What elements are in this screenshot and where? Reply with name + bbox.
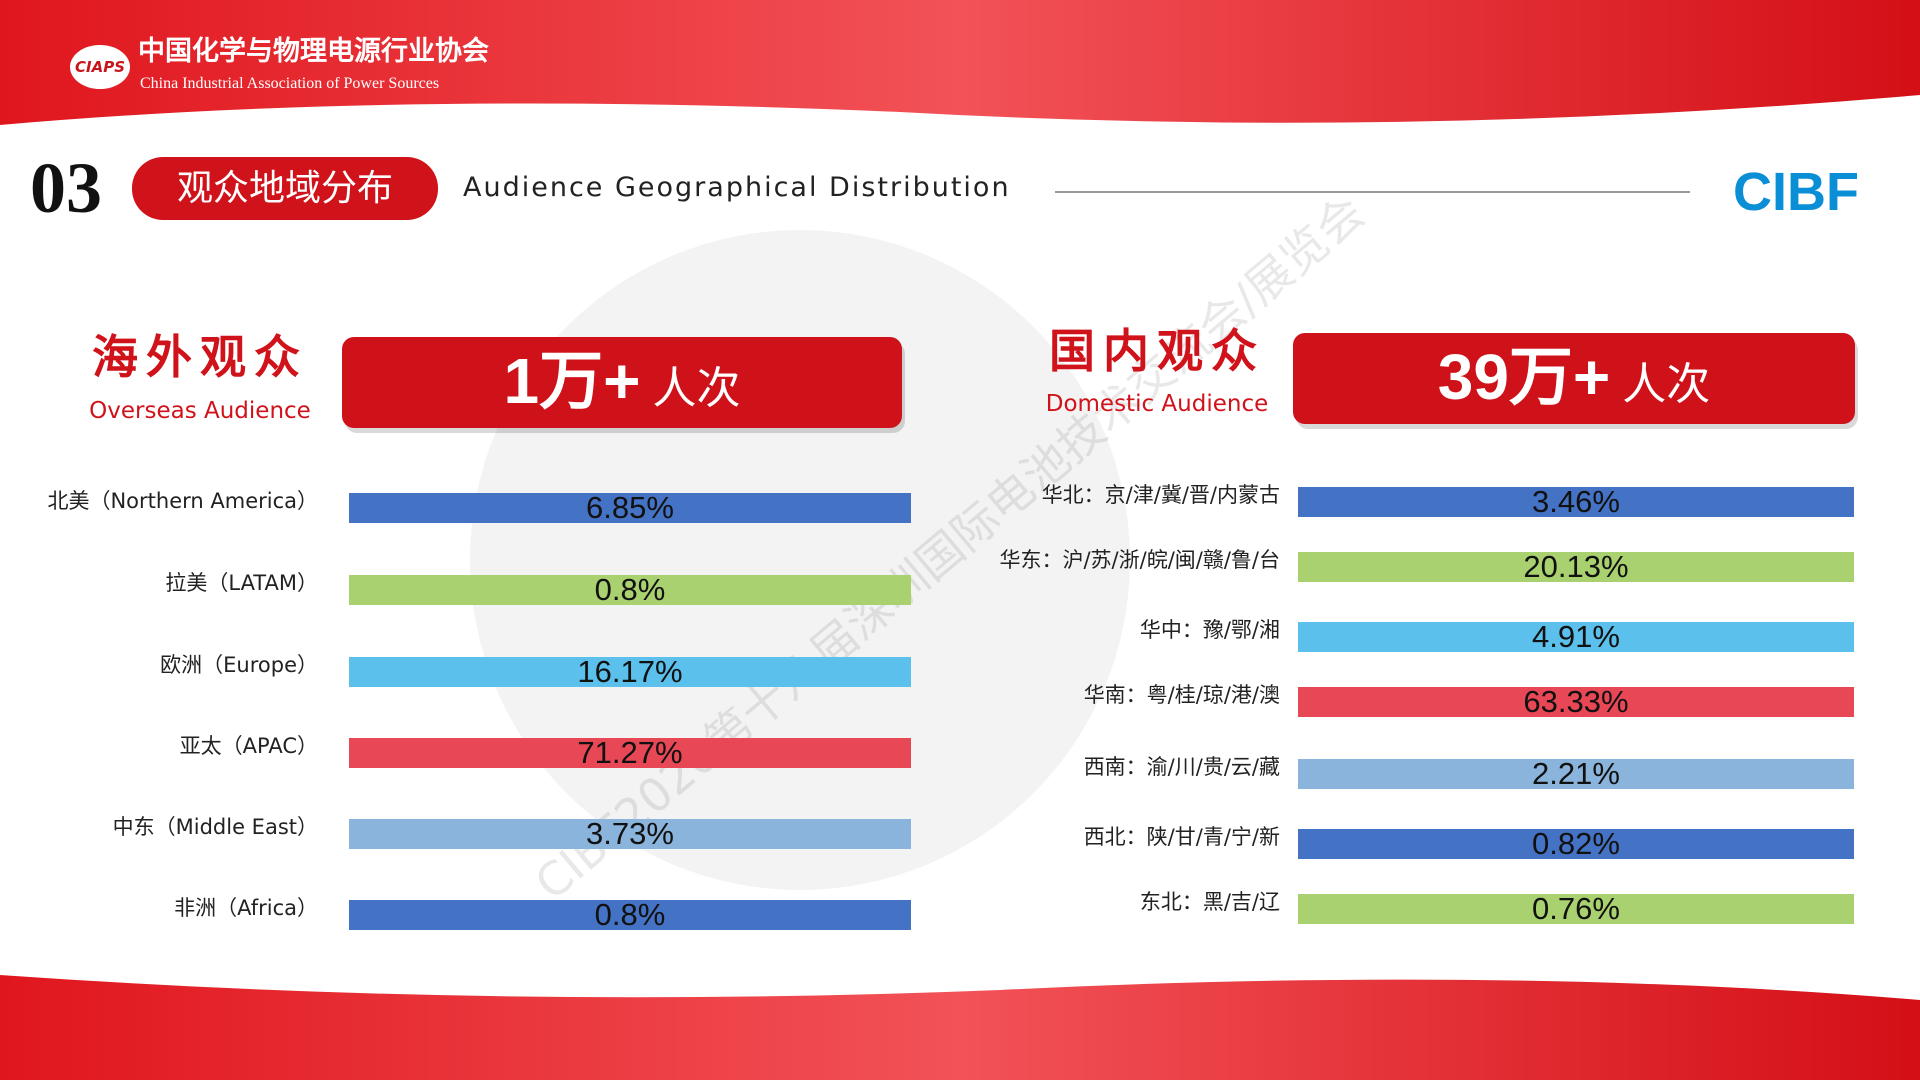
region-label: 拉美（LATAM）	[165, 571, 318, 595]
total-value: 1万+	[504, 345, 641, 417]
region-bar	[1298, 759, 1854, 789]
region-bar	[1298, 622, 1854, 652]
bottom-banner	[0, 975, 1920, 1080]
region-value: 16.17%	[577, 654, 682, 689]
total-box	[342, 337, 902, 428]
region-label: 华南：粤/桂/琼/港/澳	[1084, 683, 1280, 707]
region-bar	[349, 493, 911, 523]
region-bar	[349, 900, 911, 930]
region-value: 71.27%	[577, 735, 682, 770]
org-name: 中国化学与物理电源行业协会	[138, 35, 489, 67]
region-value: 3.46%	[1532, 484, 1620, 519]
total-box	[1293, 333, 1855, 424]
org-name-en: China Industrial Association of Power So…	[140, 75, 439, 92]
region-label: 中东（Middle East）	[113, 815, 318, 839]
logo-badge	[70, 45, 130, 89]
region-bar	[1298, 687, 1854, 717]
panel-title: 海外观众	[92, 330, 308, 384]
region-label: 非洲（Africa）	[174, 896, 318, 920]
region-bar	[1298, 552, 1854, 582]
region-label: 西北：陕/甘/青/宁/新	[1084, 825, 1280, 849]
top-banner	[0, 0, 1920, 125]
panel-subtitle: Overseas Audience	[89, 398, 311, 424]
total-unit: 人次	[1622, 359, 1710, 410]
region-bar	[1298, 829, 1854, 859]
logo: CIAPS	[75, 58, 125, 76]
region-bar	[349, 738, 911, 768]
section-pill	[132, 157, 438, 220]
region-label: 华中：豫/鄂/湘	[1140, 618, 1280, 642]
section-number: 03	[30, 148, 102, 228]
brand: CIBF	[1733, 162, 1859, 222]
region-label: 欧洲（Europe）	[160, 653, 318, 677]
total-unit: 人次	[652, 363, 740, 414]
region-label: 东北：黑/吉/辽	[1140, 890, 1280, 914]
region-value: 6.85%	[586, 490, 674, 525]
region-value: 3.73%	[586, 816, 674, 851]
region-bar	[349, 819, 911, 849]
region-bar	[1298, 487, 1854, 517]
total-value: 39万+	[1438, 341, 1611, 413]
panel-subtitle: Domestic Audience	[1046, 391, 1269, 417]
region-value: 0.8%	[595, 572, 666, 607]
region-label: 华东：沪/苏/浙/皖/闽/赣/鲁/台	[999, 548, 1280, 572]
region-label: 北美（Northern America）	[47, 489, 318, 513]
region-bar	[349, 575, 911, 605]
region-value: 2.21%	[1532, 756, 1620, 791]
region-label: 西南：渝/川/贵/云/藏	[1084, 755, 1280, 779]
total: 39万+ 人次	[1438, 341, 1711, 413]
region-value: 20.13%	[1523, 549, 1628, 584]
region-bar	[1298, 894, 1854, 924]
region-value: 0.82%	[1532, 826, 1620, 861]
total: 1万+ 人次	[504, 345, 741, 417]
panel-title: 国内观众	[1049, 324, 1265, 378]
region-value: 4.91%	[1532, 619, 1620, 654]
section-title: 观众地域分布	[177, 168, 393, 209]
region-value: 0.8%	[595, 897, 666, 932]
region-value: 0.76%	[1532, 891, 1620, 926]
region-bar	[349, 657, 911, 687]
section-subtitle: Audience Geographical Distribution	[463, 172, 1011, 203]
region-value: 63.33%	[1523, 684, 1628, 719]
region-label: 亚太（APAC）	[180, 734, 318, 758]
region-label: 华北：京/津/冀/晋/内蒙古	[1042, 483, 1280, 507]
